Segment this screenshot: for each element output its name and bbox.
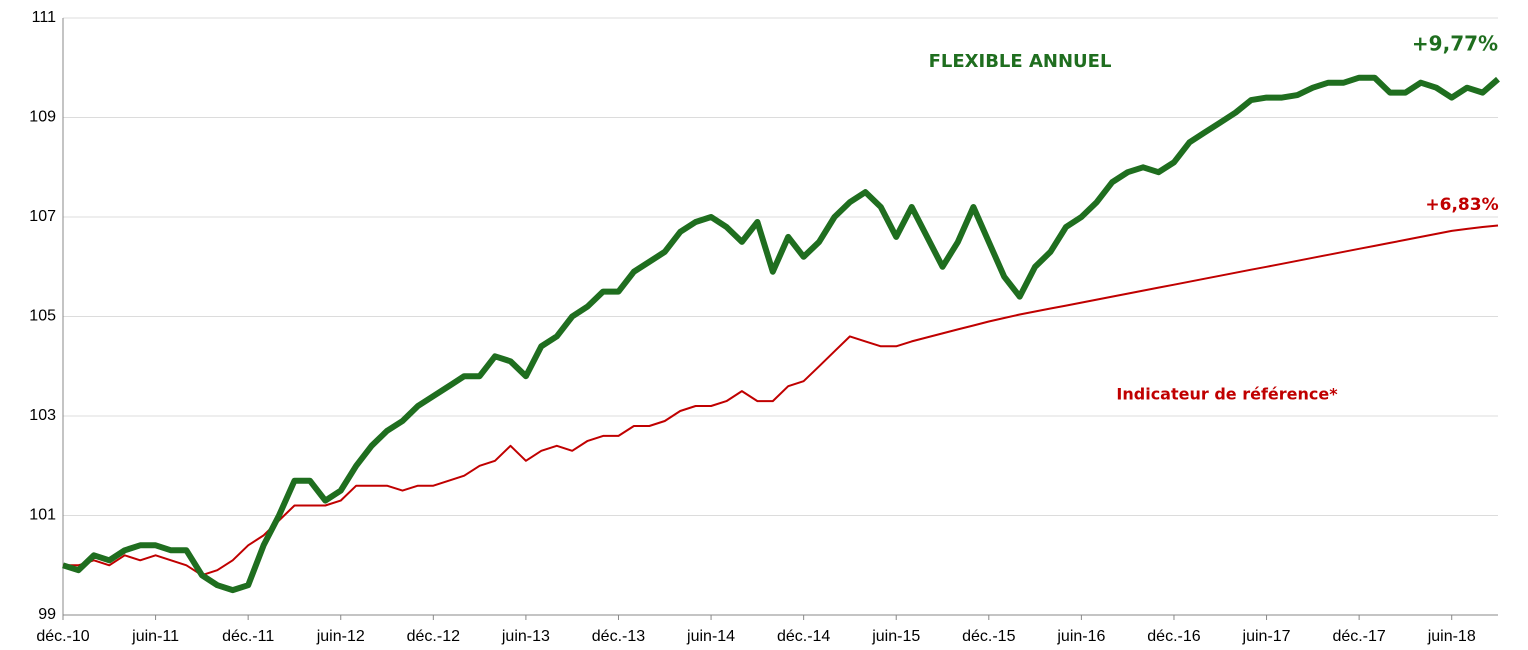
y-tick-label: 99 xyxy=(38,606,56,623)
annotation: +6,83% xyxy=(1425,195,1498,215)
x-tick-label: juin-12 xyxy=(316,628,365,645)
x-tick-label: déc.-17 xyxy=(1332,628,1385,645)
x-tick-label: juin-14 xyxy=(686,628,735,645)
y-tick-label: 101 xyxy=(29,507,56,524)
series-line xyxy=(62,74,1500,594)
annotation: FLEXIBLE ANNUEL xyxy=(929,51,1112,72)
x-tick-label: juin-13 xyxy=(501,628,550,645)
x-tick-label: juin-16 xyxy=(1056,628,1105,645)
x-tick-label: déc.-11 xyxy=(222,628,274,645)
x-tick-label: déc.-12 xyxy=(407,628,460,645)
annotation: +9,77% xyxy=(1412,32,1498,56)
x-tick-label: déc.-13 xyxy=(592,628,645,645)
y-tick-label: 103 xyxy=(29,407,56,424)
x-tick-label: juin-17 xyxy=(1242,628,1291,645)
annotation: Indicateur de référence* xyxy=(1116,385,1338,404)
x-tick-label: juin-11 xyxy=(131,628,179,645)
y-tick-label: 107 xyxy=(29,208,56,225)
x-tick-label: déc.-14 xyxy=(777,628,830,645)
x-tick-label: juin-15 xyxy=(871,628,920,645)
y-tick-label: 105 xyxy=(29,308,56,325)
x-tick-label: juin-18 xyxy=(1427,628,1476,645)
x-tick-label: déc.-16 xyxy=(1147,628,1200,645)
y-tick-label: 109 xyxy=(29,109,56,126)
y-tick-label: 111 xyxy=(32,9,56,26)
x-tick-label: déc.-10 xyxy=(36,628,89,645)
series-line xyxy=(63,224,1499,577)
x-tick-label: déc.-15 xyxy=(962,628,1015,645)
